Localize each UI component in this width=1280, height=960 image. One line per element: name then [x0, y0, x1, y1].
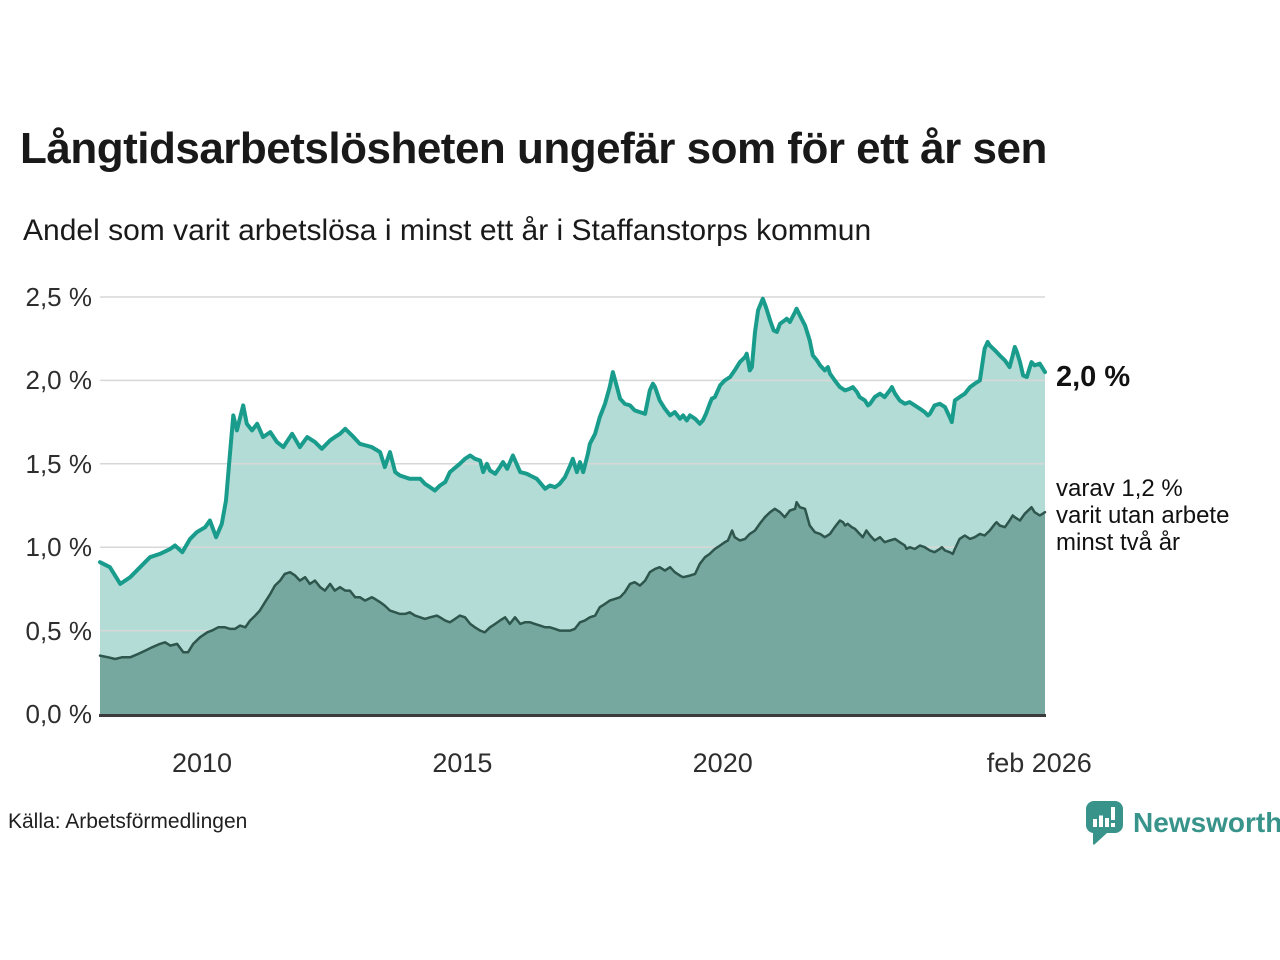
x-axis-tick-label: feb 2026 — [986, 748, 1092, 778]
newsworthy-chart-bubble-icon — [1086, 801, 1123, 845]
y-axis-tick-label: 2,5 % — [25, 282, 93, 312]
series2-annotation: varav 1,2 % varit utan arbete minst två … — [1056, 475, 1229, 556]
y-axis-tick-label: 1,0 % — [25, 532, 93, 563]
x-axis-tick-label: 2010 — [172, 748, 233, 778]
series1-end-value-label: 2,0 % — [1056, 361, 1131, 393]
annotation-line: minst två år — [1056, 529, 1181, 556]
page-title: Långtidsarbetslösheten ungefär som för e… — [20, 124, 1047, 173]
y-axis-tick-label: 0,5 % — [25, 615, 93, 646]
y-axis-tick-label: 1,5 % — [25, 448, 93, 479]
source-credit: Källa: Arbetsförmedlingen — [8, 810, 248, 833]
newsworthy-logo: Newsworthy — [1086, 801, 1280, 846]
x-axis-tick-label: 2015 — [432, 748, 493, 778]
chart-subtitle: Andel som varit arbetslösa i minst ett å… — [23, 214, 872, 247]
newsworthy-wordmark: Newsworthy — [1133, 807, 1280, 838]
annotation-line: varav 1,2 % — [1056, 475, 1183, 502]
annotation-line: varit utan arbete — [1056, 502, 1230, 529]
x-axis-tick-label: 2020 — [692, 748, 753, 778]
y-axis-tick-label: 0,0 % — [25, 699, 93, 729]
y-axis-tick-label: 2,0 % — [25, 365, 93, 396]
